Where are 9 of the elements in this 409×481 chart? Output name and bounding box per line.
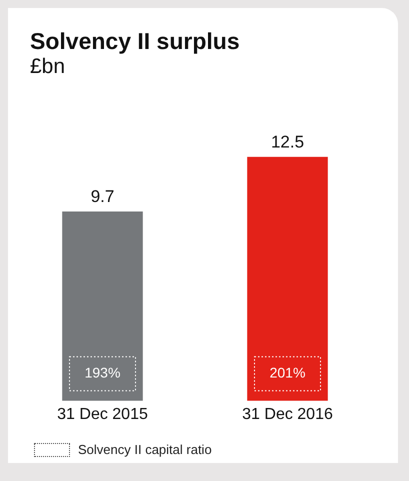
x-tick-label: 31 Dec 2015 — [57, 406, 148, 423]
data-label: 9.7 — [90, 186, 114, 206]
data-label: 12.5 — [270, 132, 304, 152]
annotation: 193% — [84, 364, 120, 381]
chart-subtitle: £bn — [30, 55, 66, 79]
chart-title: Solvency II surplus — [30, 28, 240, 55]
x-tick-label: 31 Dec 2016 — [242, 406, 333, 423]
annotation: 201% — [270, 364, 306, 381]
text: Solvency II capital ratio — [78, 442, 212, 457]
